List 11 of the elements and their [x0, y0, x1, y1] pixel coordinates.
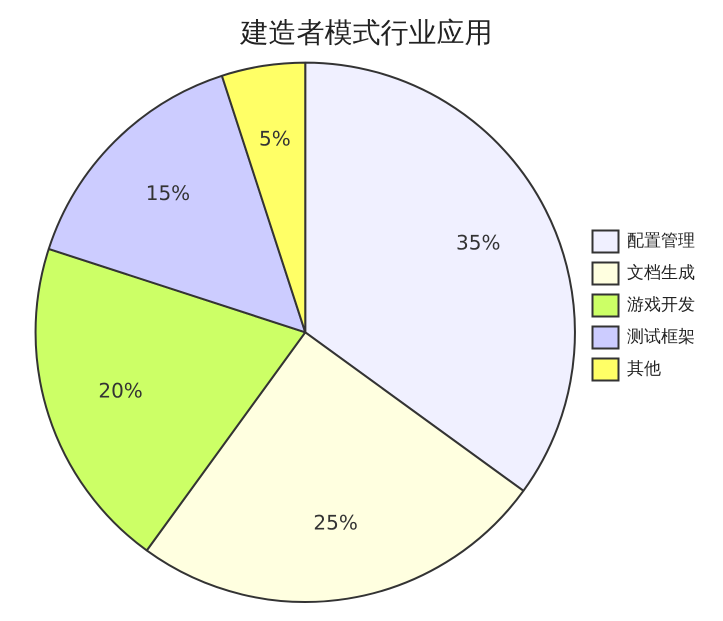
legend-label: 其他: [627, 358, 661, 379]
data-label: 20%: [98, 378, 143, 403]
data-label: 25%: [313, 510, 358, 534]
legend-label: 测试框架: [627, 326, 695, 347]
data-label: 5%: [259, 126, 291, 151]
data-label: 35%: [456, 230, 500, 254]
legend-label: 配置管理: [627, 230, 695, 251]
chart-title: 建造者模式行业应用: [240, 16, 492, 50]
legend-label: 文档生成: [627, 262, 695, 283]
data-label: 15%: [146, 181, 190, 206]
legend-label: 游戏开发: [627, 294, 695, 315]
